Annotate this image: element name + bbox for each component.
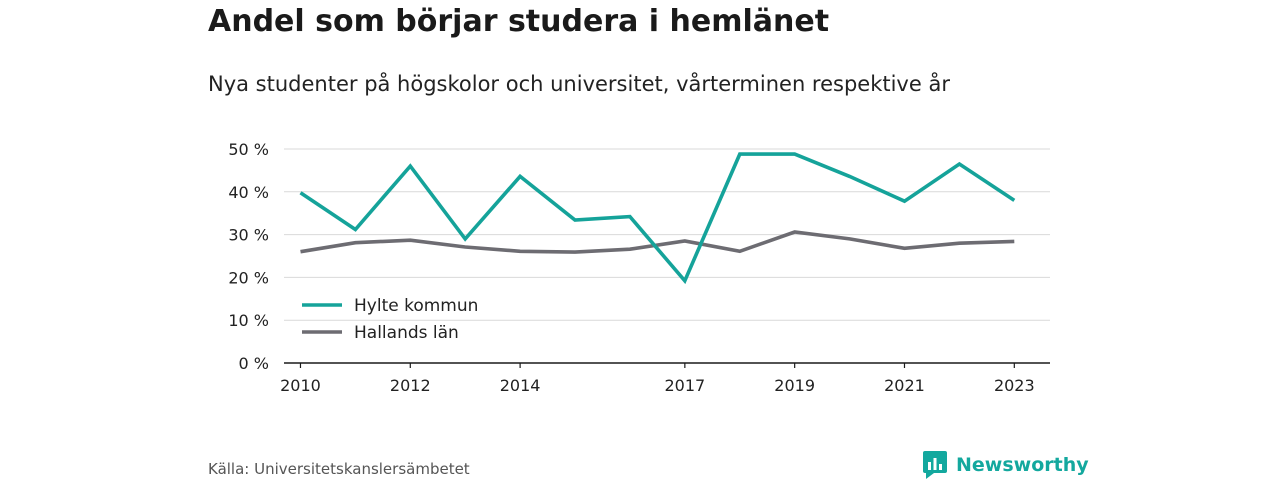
y-tick-label: 0 %: [239, 354, 269, 373]
series-line: [300, 230, 1015, 254]
y-tick-label: 40 %: [228, 183, 269, 202]
x-tick-label: 2014: [500, 376, 541, 395]
x-tick-label: 2019: [774, 376, 815, 395]
x-tick-label: 2010: [280, 376, 321, 395]
legend-label: Hylte kommun: [354, 296, 478, 316]
x-tick-label: 2023: [994, 376, 1035, 395]
x-tick-label: 2017: [664, 376, 705, 395]
brand-logo: Newsworthy: [922, 450, 1089, 480]
chart-subtitle: Nya studenter på högskolor och universit…: [208, 72, 950, 96]
brand-name: Newsworthy: [956, 454, 1089, 476]
newsworthy-logo-icon: [923, 451, 947, 479]
legend-label: Hallands län: [354, 323, 459, 343]
chart-title: Andel som börjar studera i hemlänet: [208, 4, 830, 39]
x-tick-label: 2012: [390, 376, 431, 395]
source-note: Källa: Universitetskanslersämbetet: [208, 460, 470, 478]
y-tick-label: 30 %: [228, 226, 269, 245]
line-chart: 0 % 10 % 20 % 30 % 40 % 50 % 2010 2012 2014 2017 2…: [228, 140, 1050, 395]
y-tick-label: 50 %: [228, 140, 269, 159]
y-tick-label: 10 %: [228, 311, 269, 330]
y-tick-label: 20 %: [228, 268, 269, 287]
x-tick-label: 2021: [884, 376, 925, 395]
series-line: [299, 152, 1016, 285]
